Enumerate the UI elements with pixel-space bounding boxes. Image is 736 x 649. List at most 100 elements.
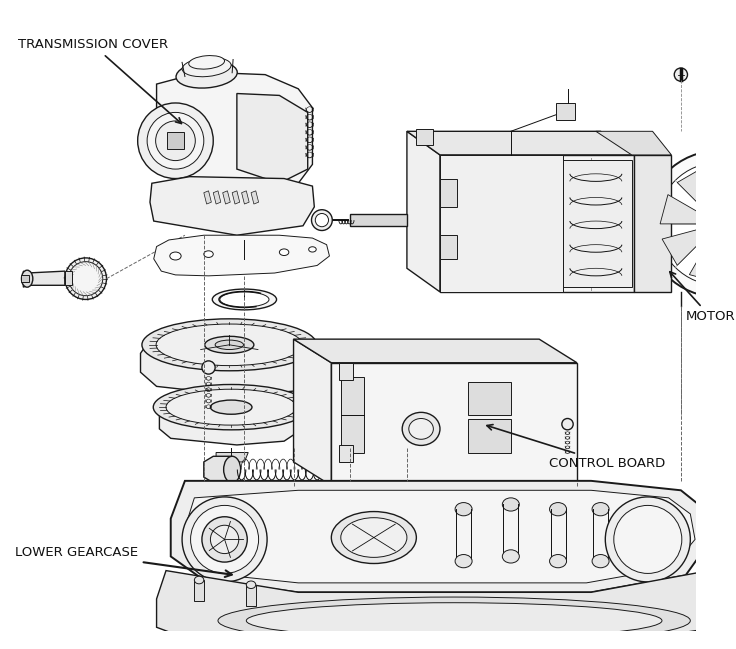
Ellipse shape (592, 554, 609, 568)
Ellipse shape (155, 121, 195, 160)
Ellipse shape (247, 603, 662, 639)
Text: LOWER GEARCASE: LOWER GEARCASE (15, 546, 232, 577)
Ellipse shape (455, 502, 472, 516)
Polygon shape (167, 132, 184, 149)
Ellipse shape (247, 581, 256, 589)
Ellipse shape (503, 498, 520, 511)
Bar (341, 377, 364, 452)
Bar (339, 363, 353, 380)
Polygon shape (677, 167, 717, 219)
Ellipse shape (138, 103, 213, 178)
Bar (468, 382, 511, 415)
Ellipse shape (674, 68, 687, 81)
Polygon shape (171, 481, 710, 593)
Polygon shape (556, 103, 575, 120)
Polygon shape (634, 155, 671, 292)
Ellipse shape (166, 389, 297, 425)
Polygon shape (223, 191, 230, 204)
Text: CONTROL BOARD: CONTROL BOARD (487, 424, 665, 470)
Ellipse shape (640, 512, 657, 525)
Ellipse shape (205, 336, 254, 353)
Polygon shape (185, 490, 695, 583)
Ellipse shape (202, 517, 247, 562)
Ellipse shape (341, 518, 407, 557)
Polygon shape (141, 339, 313, 396)
Polygon shape (407, 131, 634, 155)
Ellipse shape (147, 112, 204, 169)
Text: TRANSMISSION COVER: TRANSMISSION COVER (18, 38, 182, 123)
Polygon shape (237, 93, 308, 183)
Polygon shape (204, 191, 211, 204)
Polygon shape (160, 400, 301, 445)
Ellipse shape (455, 554, 472, 568)
Ellipse shape (331, 511, 417, 563)
Ellipse shape (220, 292, 269, 307)
Ellipse shape (224, 456, 241, 483)
Polygon shape (241, 191, 250, 204)
Polygon shape (440, 155, 634, 292)
Ellipse shape (704, 210, 733, 238)
Polygon shape (65, 271, 71, 286)
Ellipse shape (156, 324, 302, 365)
Bar (247, 585, 256, 606)
Bar (440, 235, 457, 259)
Ellipse shape (215, 340, 244, 350)
Polygon shape (367, 458, 388, 481)
Polygon shape (24, 271, 65, 288)
Ellipse shape (328, 450, 368, 489)
Polygon shape (294, 339, 577, 363)
Ellipse shape (280, 249, 289, 256)
Polygon shape (157, 73, 313, 202)
Polygon shape (718, 165, 736, 217)
Polygon shape (725, 224, 736, 253)
Polygon shape (350, 214, 407, 226)
Text: MOTOR: MOTOR (670, 272, 735, 323)
Polygon shape (204, 456, 232, 483)
Ellipse shape (202, 361, 215, 374)
Polygon shape (251, 191, 258, 204)
Ellipse shape (210, 400, 252, 414)
Ellipse shape (315, 214, 328, 227)
Ellipse shape (210, 525, 238, 554)
Ellipse shape (176, 61, 237, 88)
Polygon shape (417, 129, 434, 145)
Polygon shape (407, 131, 440, 292)
Ellipse shape (605, 497, 690, 582)
Polygon shape (157, 570, 733, 646)
Ellipse shape (711, 216, 726, 232)
Ellipse shape (142, 319, 316, 371)
Polygon shape (331, 363, 577, 485)
Polygon shape (232, 191, 240, 204)
Polygon shape (213, 191, 221, 204)
Ellipse shape (218, 597, 690, 644)
Ellipse shape (191, 506, 258, 574)
Ellipse shape (65, 258, 107, 299)
Ellipse shape (212, 289, 277, 310)
Polygon shape (294, 339, 331, 485)
Polygon shape (216, 452, 248, 462)
Ellipse shape (550, 502, 567, 516)
Ellipse shape (550, 554, 567, 568)
Polygon shape (662, 226, 713, 265)
Ellipse shape (170, 252, 181, 260)
Polygon shape (21, 275, 29, 282)
Ellipse shape (657, 162, 736, 286)
Ellipse shape (194, 576, 204, 584)
Polygon shape (563, 160, 631, 288)
Polygon shape (690, 230, 718, 282)
Polygon shape (724, 182, 736, 222)
Ellipse shape (182, 497, 267, 582)
Ellipse shape (640, 564, 657, 577)
Bar (194, 580, 204, 601)
Bar (339, 445, 353, 462)
Bar (440, 178, 457, 207)
Ellipse shape (592, 502, 609, 516)
Polygon shape (440, 155, 563, 292)
Polygon shape (154, 235, 330, 276)
Ellipse shape (614, 506, 682, 574)
Ellipse shape (153, 384, 309, 430)
Ellipse shape (68, 262, 103, 296)
Ellipse shape (402, 412, 440, 445)
Polygon shape (721, 229, 736, 280)
Ellipse shape (21, 270, 33, 288)
